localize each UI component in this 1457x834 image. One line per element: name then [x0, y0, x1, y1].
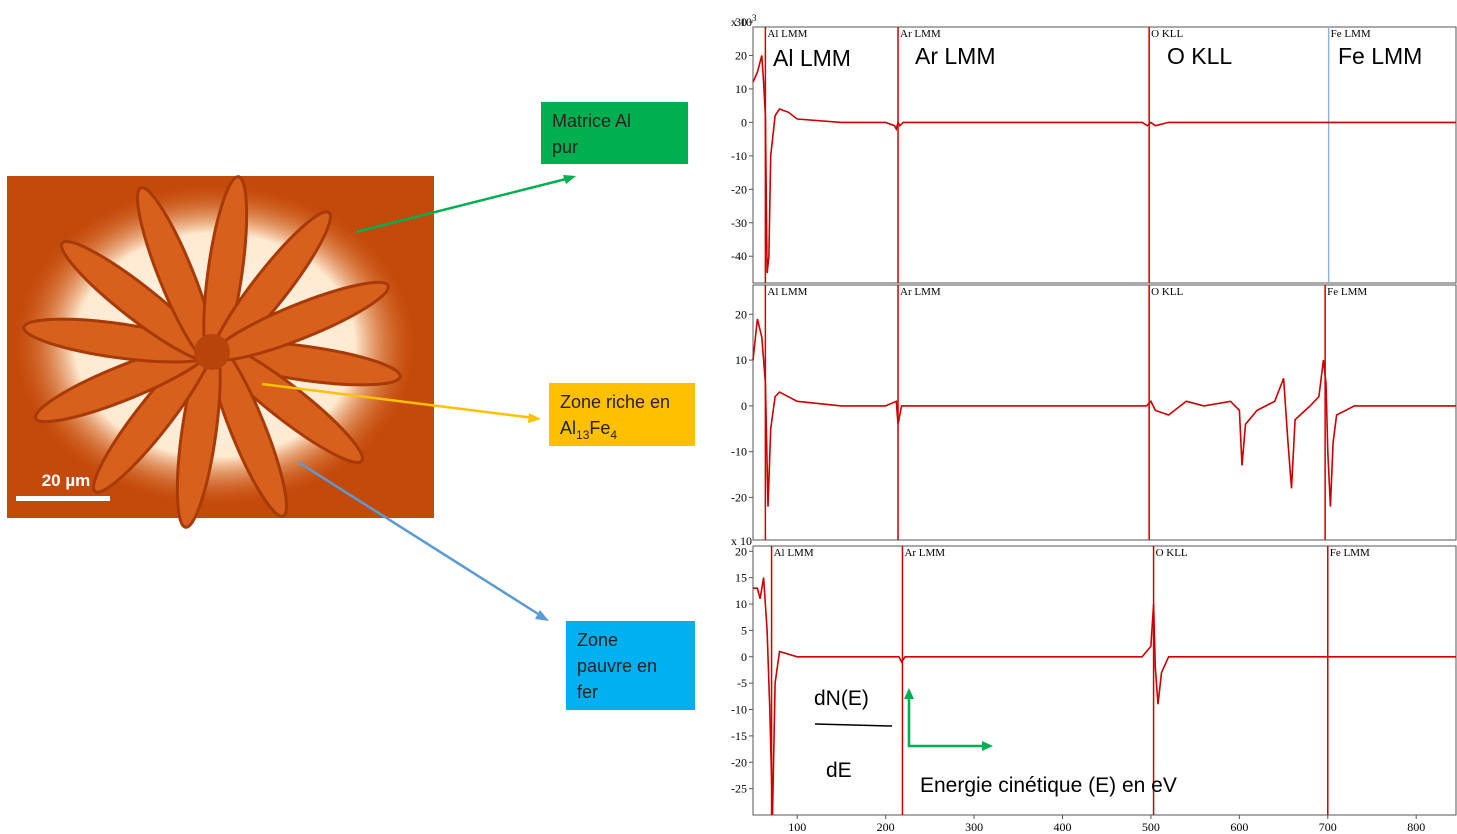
x-tick-label: 100: [788, 820, 806, 834]
peak-label: Al LMM: [767, 28, 807, 40]
peak-label: Al LMM: [774, 547, 814, 559]
x-tick-label: 800: [1407, 820, 1425, 834]
y-tick-label: -25: [731, 782, 747, 796]
x-tick-label: 600: [1230, 820, 1248, 834]
multiplier-exp: 3: [752, 13, 757, 23]
label-box: [549, 383, 695, 446]
arrow-head: [563, 175, 576, 184]
annotation: Al LMM: [773, 45, 851, 71]
arrow: [355, 176, 571, 234]
annotation: Ar LMM: [915, 43, 996, 69]
y-tick-label: -20: [731, 182, 747, 196]
y-tick-label: -10: [731, 445, 747, 459]
y-tick-label: -10: [731, 703, 747, 717]
y-tick-label: 10: [735, 82, 747, 96]
label-text: fer: [577, 682, 598, 702]
peak-label: Ar LMM: [900, 28, 941, 40]
spectrum-line: [752, 318, 1456, 507]
axis-multiplier: x 10: [731, 534, 752, 548]
y-tick-label: 15: [735, 571, 747, 585]
peak-label: Fe LMM: [1331, 28, 1371, 40]
y-tick-label: 0: [741, 650, 747, 664]
axis-multiplier: x 103: [731, 13, 757, 29]
plot-frame: [752, 545, 1457, 816]
y-tick-label: 10: [735, 353, 747, 367]
y-tick-label: -20: [731, 755, 747, 769]
y-tick-label: 30: [735, 15, 747, 29]
label-text: Zone riche en: [560, 392, 670, 412]
label-text: Zone: [577, 630, 618, 650]
plot-frame: [752, 26, 1457, 284]
label-box: [566, 621, 695, 710]
arrow-head: [535, 610, 549, 621]
y-tick-label: 0: [741, 115, 747, 129]
multiplier-base: x 10: [731, 534, 752, 548]
plot-frame: [752, 284, 1457, 541]
label-text: pauvre en: [577, 656, 657, 676]
arrow-head: [982, 741, 993, 751]
annotation: dN(E): [814, 687, 869, 710]
x-tick-label: 500: [1142, 820, 1160, 834]
y-tick-label: -40: [731, 249, 747, 263]
scale-bar: [16, 496, 110, 501]
x-tick-label: 700: [1319, 820, 1337, 834]
axes-arrows: [907, 693, 985, 748]
arrow: [261, 382, 535, 420]
annotation: O KLL: [1167, 43, 1232, 69]
y-tick-label: -30: [731, 216, 747, 230]
formula-part: 13: [576, 428, 590, 442]
peak-label: Ar LMM: [900, 286, 941, 298]
label-box: [541, 102, 688, 164]
annotation: dE: [826, 759, 852, 782]
label-text: Matrice Al: [552, 111, 631, 131]
core: [194, 334, 230, 370]
y-tick-label: -10: [731, 149, 747, 163]
multiplier-base: x 10: [731, 15, 752, 29]
formula-part: Al: [560, 418, 576, 438]
spectrum-line: [753, 577, 1456, 816]
y-tick-label: 20: [735, 48, 747, 62]
peak-label: O KLL: [1156, 547, 1188, 559]
arrow: [297, 460, 544, 619]
annotation: Fe LMM: [1338, 43, 1422, 69]
y-tick-label: 20: [735, 544, 747, 558]
arrow-head: [528, 413, 541, 423]
annotation: Energie cinétique (E) en eV: [920, 774, 1177, 797]
peak-label: O KLL: [1151, 286, 1183, 298]
x-tick-label: 400: [1053, 820, 1071, 834]
arrow-head: [904, 688, 914, 699]
peak-label: Fe LMM: [1327, 286, 1367, 298]
micrograph: 20 µm: [7, 175, 434, 529]
x-tick-label: 200: [877, 820, 895, 834]
y-tick-label: 5: [741, 623, 747, 637]
label-text: pur: [552, 137, 578, 157]
spectrum-line: [752, 55, 1456, 274]
peak-label: Ar LMM: [904, 547, 945, 559]
formula-part: Fe: [589, 418, 610, 438]
y-tick-label: -5: [737, 676, 747, 690]
fraction-bar: [814, 723, 893, 727]
scale-label: 20 µm: [42, 471, 91, 490]
x-tick-label: 300: [965, 820, 983, 834]
peak-label: Fe LMM: [1330, 547, 1370, 559]
formula-part: 4: [610, 428, 617, 442]
peak-label: Al LMM: [767, 286, 807, 298]
y-tick-label: -20: [731, 490, 747, 504]
y-tick-label: -15: [731, 729, 747, 743]
y-tick-label: 20: [735, 307, 747, 321]
peak-label: O KLL: [1151, 28, 1183, 40]
y-tick-label: 10: [735, 597, 747, 611]
formula: Al13Fe4: [560, 418, 617, 442]
y-tick-label: 0: [741, 399, 747, 413]
